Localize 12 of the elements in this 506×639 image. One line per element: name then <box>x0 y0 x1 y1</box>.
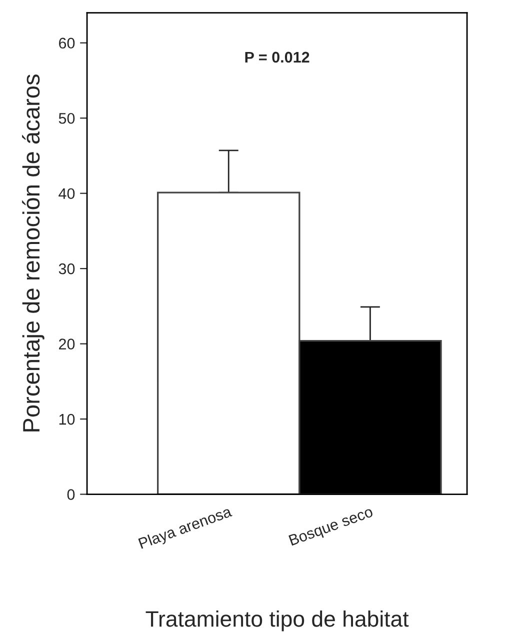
y-tick-label: 20 <box>59 338 75 350</box>
y-tick-label: 10 <box>59 414 75 425</box>
y-axis-title: Porcentaje de remoción de ácaros <box>22 74 44 432</box>
annotation: P = 0.012 <box>245 52 310 63</box>
y-tick-label: 40 <box>58 188 75 200</box>
x-tick-label: Bosque seco <box>288 506 374 549</box>
y-tick-label: 60 <box>59 38 75 49</box>
x-axis-title: Tratamiento tipo de habitat <box>146 610 409 632</box>
y-tick-label: 0 <box>67 489 75 500</box>
x-tick-label: Playa arenosa <box>138 505 234 552</box>
y-tick-label: 30 <box>58 263 75 274</box>
y-tick-label: 50 <box>58 112 75 124</box>
